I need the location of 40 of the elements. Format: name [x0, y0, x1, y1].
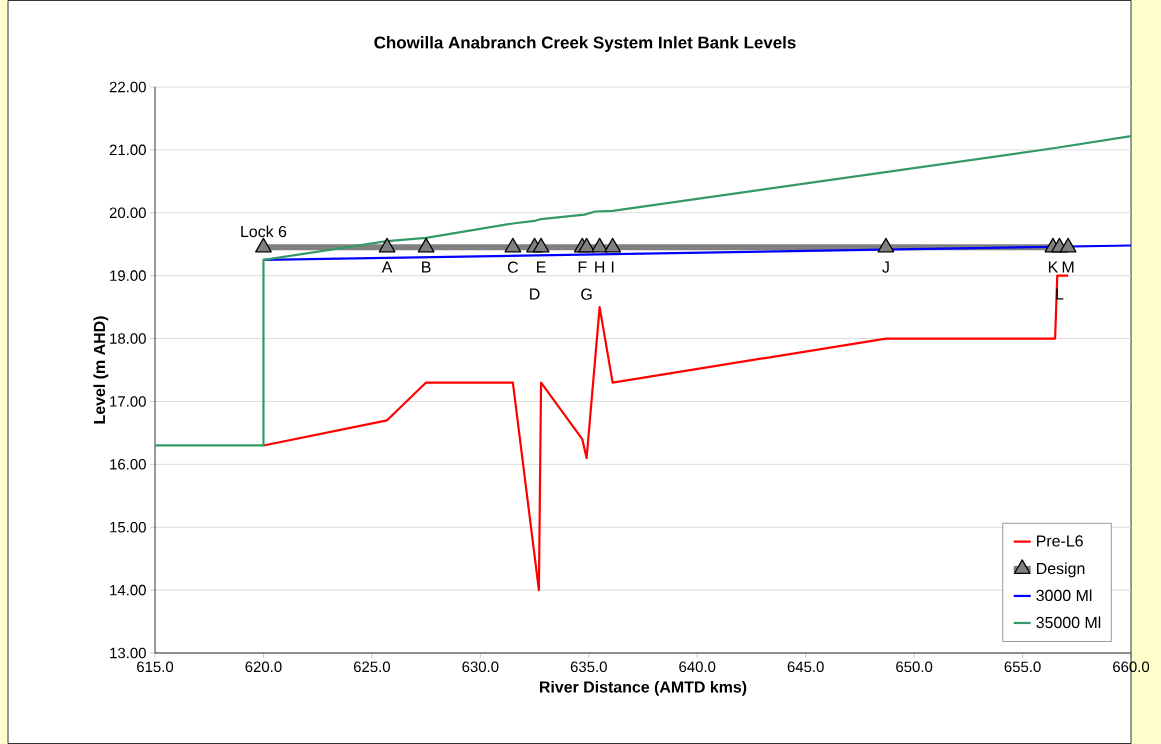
y-tick-label: 22.00: [109, 81, 146, 93]
legend-label: Pre-L6: [1037, 535, 1083, 547]
annotation: E: [537, 261, 546, 273]
annotation: H: [595, 261, 605, 273]
legend-label: 35000 Ml: [1036, 616, 1101, 629]
y-tick-label: 19.00: [110, 270, 146, 281]
x-tick-label: 620.0: [245, 661, 282, 673]
legend-label: 3000 Ml: [1036, 589, 1092, 602]
chart-title: Chowilla Anabranch Creek System Inlet Bank Levels: [374, 36, 796, 52]
annotation: M: [1062, 261, 1074, 273]
annotation: F: [578, 261, 587, 273]
y-tick-label: 13.00: [110, 647, 146, 659]
y-axis-title: Level (m AHD): [93, 316, 109, 424]
y-tick-label: 14.00: [110, 584, 146, 596]
y-tick-label: 16.00: [110, 459, 146, 470]
x-tick-label: 615.0: [137, 661, 174, 673]
y-tick-label: 21.00: [109, 144, 146, 156]
x-tick-label: 655.0: [1004, 661, 1041, 673]
y-tick-label: 20.00: [109, 207, 146, 219]
x-tick-label: 650.0: [896, 661, 933, 673]
annotation: J: [882, 261, 889, 273]
y-tick-label: 15.00: [110, 521, 146, 533]
x-tick-label: 625.0: [353, 661, 390, 673]
y-tick-label: 17.00: [110, 396, 146, 407]
x-tick-label: 645.0: [787, 661, 824, 673]
annotation: Lock 6: [241, 225, 287, 238]
annotation: B: [422, 261, 431, 273]
y-tick-label: 18.00: [110, 333, 146, 344]
x-tick-label: 630.0: [462, 661, 499, 673]
x-tick-label: 635.0: [570, 661, 607, 673]
x-axis-title: River Distance (AMTD kms): [539, 680, 747, 696]
annotation: K: [1048, 261, 1059, 273]
x-tick-label: 640.0: [679, 661, 716, 673]
annotation: I: [611, 261, 614, 273]
annotation: A: [381, 261, 393, 273]
annotation: G: [581, 288, 592, 300]
x-tick-label: 660.0: [1113, 661, 1150, 673]
legend-label: Design: [1037, 562, 1085, 578]
annotation: D: [530, 288, 540, 300]
annotation: C: [507, 261, 519, 273]
